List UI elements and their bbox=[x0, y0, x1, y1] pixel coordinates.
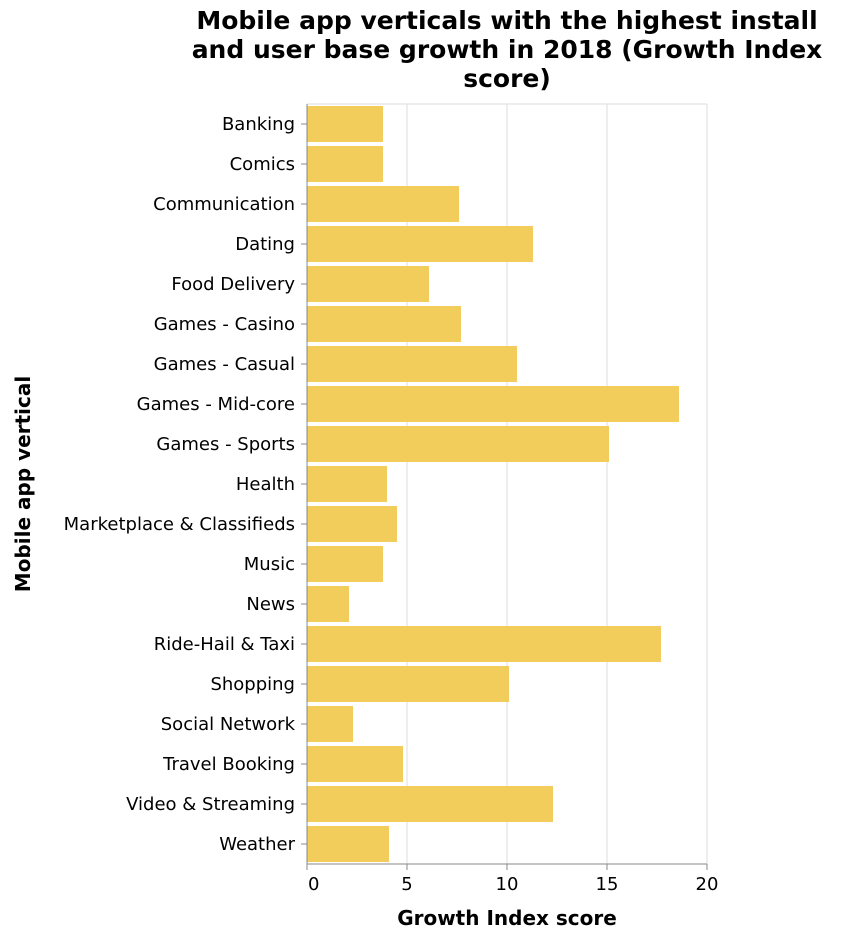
bar bbox=[307, 306, 461, 342]
y-axis-title: Mobile app vertical bbox=[11, 376, 35, 592]
y-tick-label: Games - Sports bbox=[156, 434, 295, 455]
x-tick-label: 10 bbox=[496, 874, 519, 895]
bar bbox=[307, 186, 459, 222]
x-tick-label: 15 bbox=[596, 874, 619, 895]
x-tick-label: 20 bbox=[696, 874, 719, 895]
y-tick-label: Communication bbox=[153, 194, 295, 215]
y-tick-label: Food Delivery bbox=[171, 274, 295, 295]
y-tick-label: Video & Streaming bbox=[126, 794, 295, 815]
y-tick-label: Games - Casual bbox=[154, 354, 295, 375]
bar bbox=[307, 626, 661, 662]
chart-title: Mobile app verticals with the highest in… bbox=[170, 6, 844, 93]
bar bbox=[307, 586, 349, 622]
y-tick-label: Health bbox=[236, 474, 295, 495]
bar bbox=[307, 226, 533, 262]
bar bbox=[307, 546, 383, 582]
bar bbox=[307, 426, 609, 462]
y-tick-label: News bbox=[246, 594, 295, 615]
bar bbox=[307, 786, 553, 822]
y-tick-label: Ride-Hail & Taxi bbox=[154, 634, 295, 655]
y-tick-label: Social Network bbox=[161, 714, 296, 735]
chart-title-line: score) bbox=[463, 64, 551, 93]
y-tick-label: Weather bbox=[219, 834, 295, 855]
axes: Banking Comics Communication Dating Food Del… bbox=[64, 104, 719, 895]
bars bbox=[307, 106, 679, 862]
y-tick-label: Marketplace & Classifieds bbox=[64, 514, 295, 535]
bar bbox=[307, 826, 389, 862]
bar bbox=[307, 106, 383, 142]
bar bbox=[307, 706, 353, 742]
x-axis-title: Growth Index score bbox=[397, 906, 617, 930]
y-tick-label: Shopping bbox=[210, 674, 295, 695]
y-tick-label: Comics bbox=[230, 154, 295, 175]
y-tick-label: Travel Booking bbox=[162, 754, 295, 775]
bar bbox=[307, 466, 387, 502]
x-tick-label: 5 bbox=[401, 874, 412, 895]
bar bbox=[307, 266, 429, 302]
y-tick-label: Games - Mid-core bbox=[137, 394, 295, 415]
y-tick-label: Music bbox=[244, 554, 295, 575]
chart-title-line: and user base growth in 2018 (Growth Ind… bbox=[191, 35, 823, 64]
bar bbox=[307, 666, 509, 702]
y-tick-label: Banking bbox=[222, 114, 295, 135]
y-tick-label: Dating bbox=[235, 234, 295, 255]
y-tick-label: Games - Casino bbox=[154, 314, 295, 335]
bar bbox=[307, 346, 517, 382]
bar bbox=[307, 506, 397, 542]
bar bbox=[307, 146, 383, 182]
chart-title-line: Mobile app verticals with the highest in… bbox=[196, 6, 818, 35]
bar bbox=[307, 386, 679, 422]
bar bbox=[307, 746, 403, 782]
x-tick-label: 0 bbox=[308, 874, 319, 895]
